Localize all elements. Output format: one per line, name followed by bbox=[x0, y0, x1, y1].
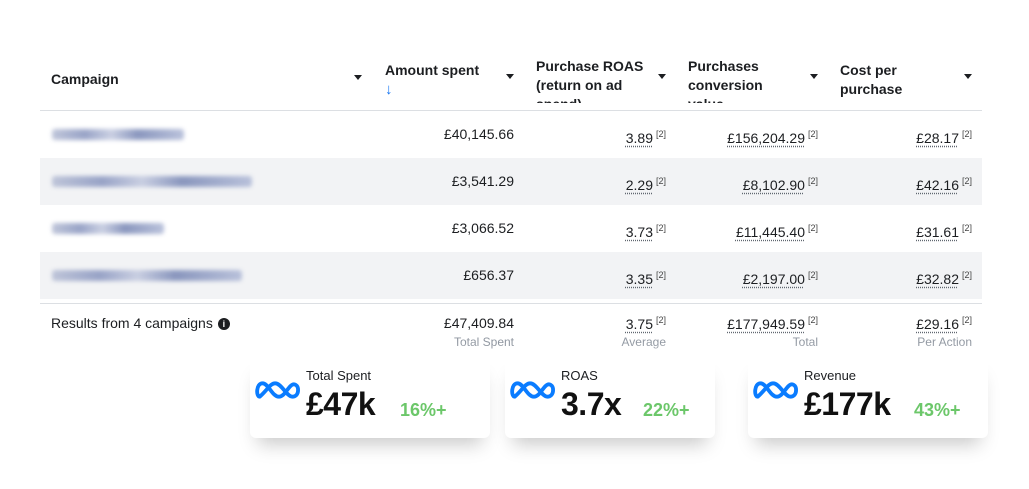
campaign-name-redacted bbox=[52, 129, 184, 140]
campaign-name-redacted bbox=[52, 223, 164, 234]
stat-label: Revenue bbox=[804, 368, 857, 383]
table-row[interactable]: £3,541.29 2.29 [2] £8,102.90 [2] £42.16 [2] bbox=[40, 158, 982, 205]
meta-logo-icon bbox=[753, 381, 798, 399]
chevron-down-icon[interactable] bbox=[506, 74, 514, 79]
column-header-conversion-value[interactable]: Purchases conversion value bbox=[677, 44, 828, 110]
stat-change: 22%+ bbox=[643, 400, 690, 420]
campaign-name-redacted bbox=[52, 270, 242, 281]
column-header-purchase-roas[interactable]: Purchase ROAS (return on ad spend) bbox=[525, 44, 676, 110]
column-header-label: Purchase ROAS (return on ad spend) bbox=[536, 58, 644, 103]
conversion-value-cell[interactable]: £11,445.40 [2] bbox=[735, 223, 818, 240]
summary-amount-spent: £47,409.84 Total Spent bbox=[443, 315, 514, 349]
roas-cell[interactable]: 3.89 [2] bbox=[625, 129, 666, 146]
campaign-name-redacted bbox=[52, 176, 252, 187]
stat-card-revenue: Revenue £177k 43%+ bbox=[748, 356, 988, 438]
campaign-name-cell[interactable] bbox=[40, 205, 372, 252]
cost-per-purchase-cell[interactable]: £28.17 [2] bbox=[916, 129, 972, 146]
column-header-label: Purchases conversion value bbox=[688, 58, 763, 103]
stat-value: 3.7x bbox=[561, 386, 622, 422]
amount-spent-cell: £40,145.66 bbox=[443, 126, 514, 142]
amount-spent-cell: £3,066.52 bbox=[451, 220, 514, 236]
summary-label-cell: Results from 4 campaigns i bbox=[40, 304, 372, 360]
column-header-campaign[interactable]: Campaign bbox=[40, 44, 372, 110]
cost-per-purchase-cell[interactable]: £31.61 [2] bbox=[916, 223, 972, 240]
roas-cell[interactable]: 3.73 [2] bbox=[625, 223, 666, 240]
summary-cost-per-purchase[interactable]: £29.16 [2] Per Action bbox=[916, 315, 972, 349]
amount-spent-cell: £3,541.29 bbox=[451, 173, 514, 189]
stat-value: £177k bbox=[804, 386, 891, 422]
stat-card-roas: ROAS 3.7x 22%+ bbox=[505, 356, 715, 438]
cost-per-purchase-cell[interactable]: £32.82 [2] bbox=[916, 270, 972, 287]
column-header-label: Amount spent bbox=[385, 62, 480, 78]
roas-cell[interactable]: 3.35 [2] bbox=[625, 270, 666, 287]
info-icon[interactable]: i bbox=[217, 318, 230, 330]
campaign-name-cell[interactable] bbox=[40, 252, 372, 299]
conversion-value-cell[interactable]: £8,102.90 [2] bbox=[742, 176, 818, 193]
stat-change: 43%+ bbox=[914, 400, 961, 420]
column-header-label: Campaign bbox=[51, 71, 119, 87]
cost-per-purchase-cell[interactable]: £42.16 [2] bbox=[916, 176, 972, 193]
meta-logo-icon bbox=[510, 381, 555, 399]
summary-roas[interactable]: 3.75 [2] Average bbox=[621, 315, 666, 349]
campaign-name-cell[interactable] bbox=[40, 111, 372, 158]
conversion-value-cell[interactable]: £2,197.00 [2] bbox=[742, 270, 818, 287]
stat-card-total-spent: Total Spent £47k 16%+ bbox=[250, 356, 490, 438]
chevron-down-icon[interactable] bbox=[658, 74, 666, 79]
chevron-down-icon[interactable] bbox=[810, 74, 818, 79]
meta-logo-icon bbox=[255, 381, 300, 399]
stat-label: Total Spent bbox=[306, 368, 372, 383]
sort-descending-icon[interactable]: ↓ bbox=[385, 81, 393, 98]
summary-conversion-value[interactable]: £177,949.59 [2] Total bbox=[727, 315, 818, 349]
amount-spent-cell: £656.37 bbox=[463, 267, 514, 283]
table-summary-row: Results from 4 campaigns i £47,409.84 Tot… bbox=[40, 303, 982, 360]
chevron-down-icon[interactable] bbox=[354, 75, 362, 80]
stat-value: £47k bbox=[306, 386, 376, 422]
conversion-value-cell[interactable]: £156,204.29 [2] bbox=[727, 129, 818, 146]
column-header-amount-spent[interactable]: Amount spent ↓ bbox=[374, 44, 524, 110]
campaign-name-cell[interactable] bbox=[40, 158, 372, 205]
summary-label: Results from 4 campaigns bbox=[51, 315, 213, 331]
column-header-label: Cost per purchase bbox=[840, 62, 903, 97]
stat-label: ROAS bbox=[561, 368, 598, 383]
roas-cell[interactable]: 2.29 [2] bbox=[625, 176, 666, 193]
table-row[interactable]: £40,145.66 3.89 [2] £156,204.29 [2] £28.17… bbox=[40, 111, 982, 158]
table-header-row: Campaign Amount spent ↓ Purchase ROAS (r… bbox=[40, 44, 982, 111]
table-row[interactable]: £656.37 3.35 [2] £2,197.00 [2] £32.82 [2] bbox=[40, 252, 982, 299]
table-row[interactable]: £3,066.52 3.73 [2] £11,445.40 [2] £31.61 [2… bbox=[40, 205, 982, 252]
stat-change: 16%+ bbox=[400, 400, 447, 420]
column-header-cost-per-purchase[interactable]: Cost per purchase bbox=[829, 44, 982, 110]
chevron-down-icon[interactable] bbox=[964, 74, 972, 79]
